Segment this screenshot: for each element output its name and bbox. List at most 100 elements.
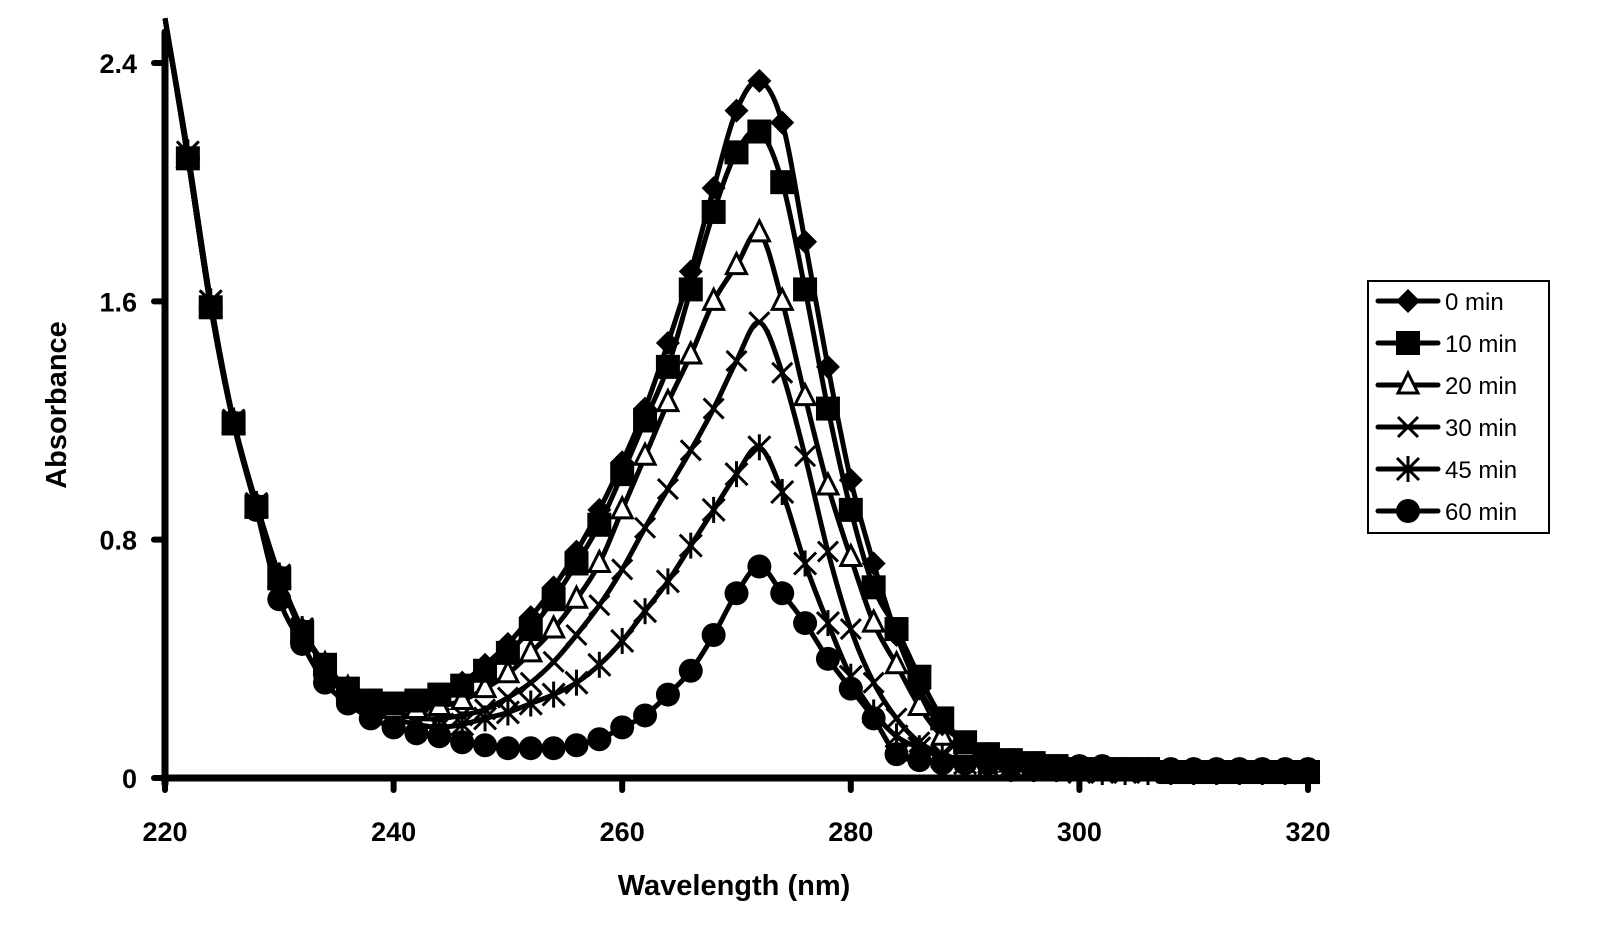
circle-marker-icon: [610, 715, 635, 740]
circle-marker-icon: [564, 733, 589, 758]
star-marker-icon: [655, 568, 680, 595]
triangle-open-marker-icon: [746, 217, 772, 243]
y-tick-label: 2.4: [99, 49, 137, 79]
circle-marker-icon: [1396, 499, 1420, 523]
triangle-open-marker-icon: [564, 583, 589, 609]
legend-item: 30 min: [1375, 415, 1517, 442]
circle-marker-icon: [724, 581, 749, 606]
triangle-open-marker-icon: [724, 250, 749, 276]
star-marker-icon: [564, 669, 589, 696]
diamond-marker-icon: [587, 497, 612, 522]
diamond-marker-icon: [1044, 754, 1069, 779]
y-tick-label: 0.8: [99, 526, 137, 556]
triangle-open-marker-icon: [815, 470, 841, 496]
diamond-marker-icon: [358, 688, 383, 713]
x-ticks: 220 240 260 280 300 320: [142, 775, 1331, 847]
x-marker-icon: [908, 731, 931, 754]
diamond-marker-icon: [518, 605, 543, 630]
star-marker-icon: [632, 598, 658, 625]
x-marker-icon: [862, 671, 885, 694]
triangle-open-marker-icon: [541, 613, 567, 639]
x-marker-icon: [771, 361, 794, 384]
diamond-marker-icon: [975, 742, 1000, 767]
triangle-open-marker-icon: [792, 381, 818, 407]
diamond-marker-icon: [770, 110, 795, 135]
plot-area: [162, 17, 1321, 786]
diamond-marker-icon: [335, 676, 360, 701]
series-30-min: [162, 17, 1320, 784]
diamond-marker-icon: [861, 551, 886, 576]
diamond-marker-icon: [610, 450, 635, 475]
x-tick-label: 240: [371, 817, 416, 847]
x-marker-icon: [565, 623, 588, 647]
y-axis-title: Absorbance: [41, 321, 73, 489]
diamond-marker-icon: [267, 563, 292, 588]
triangle-open-marker-icon: [884, 649, 909, 675]
diamond-marker-icon: [907, 676, 932, 701]
diamond-marker-icon: [244, 491, 269, 516]
x-marker-icon: [542, 650, 565, 673]
triangle-open-marker-icon: [678, 339, 704, 365]
legend-label: 45 min: [1445, 457, 1517, 484]
star-marker-icon: [815, 610, 841, 637]
circle-marker-icon: [793, 611, 818, 636]
circle-marker-icon: [587, 727, 612, 752]
circle-marker-icon: [884, 742, 909, 767]
circle-marker-icon: [495, 736, 520, 761]
legend-label: 60 min: [1445, 499, 1517, 526]
star-marker-icon: [838, 663, 863, 690]
triangle-open-marker-icon: [449, 685, 475, 711]
circle-marker-icon: [473, 733, 498, 758]
star-marker-icon: [678, 532, 703, 559]
triangle-open-marker-icon: [609, 494, 635, 520]
diamond-marker-icon: [930, 712, 955, 737]
star-marker-icon: [610, 627, 635, 654]
triangle-open-marker-icon: [518, 637, 544, 663]
x-tick-label: 220: [142, 817, 187, 847]
diamond-marker-icon: [998, 748, 1023, 773]
circle-marker-icon: [815, 646, 840, 671]
x-axis-title: Wavelength (nm): [618, 870, 851, 902]
triangle-open-marker-icon: [632, 440, 658, 466]
diamond-marker-icon: [838, 468, 863, 493]
diamond-marker-icon: [404, 688, 429, 713]
axes: [161, 28, 1312, 788]
square-marker-icon: [747, 119, 772, 144]
star-marker-icon: [770, 479, 795, 505]
diamond-marker-icon: [221, 408, 246, 433]
x-marker-icon: [588, 594, 611, 617]
star-marker-icon: [793, 550, 818, 577]
legend: 0 min 10 min 20 min 30 min 45 min 60 min: [1367, 280, 1550, 534]
x-tick-label: 320: [1285, 817, 1330, 847]
circle-marker-icon: [701, 623, 726, 647]
circle-marker-icon: [633, 703, 658, 728]
x-marker-icon: [679, 439, 702, 462]
legend-box: [1367, 280, 1550, 534]
x-tick-label: 280: [828, 817, 873, 847]
triangle-open-marker-icon: [838, 542, 864, 568]
star-marker-icon: [1395, 456, 1421, 482]
series-0-min: [162, 17, 1320, 785]
circle-marker-icon: [541, 736, 566, 761]
diamond-marker-icon: [1396, 289, 1420, 313]
y-ticks: 0 0.8 1.6 2.4: [99, 49, 168, 794]
legend-item: 60 min: [1375, 499, 1517, 526]
triangle-open-marker-icon: [495, 658, 521, 684]
legend-label: 10 min: [1445, 331, 1517, 358]
diamond-marker-icon: [1021, 751, 1046, 776]
x-marker-icon: [748, 311, 771, 334]
diamond-marker-icon: [678, 259, 703, 284]
legend-item: 20 min: [1375, 369, 1517, 400]
x-marker-icon: [885, 707, 908, 730]
triangle-open-marker-icon: [586, 548, 612, 573]
square-marker-icon: [1396, 331, 1420, 355]
circle-marker-icon: [678, 658, 703, 683]
x-marker-icon: [1396, 415, 1420, 439]
diamond-marker-icon: [495, 631, 520, 656]
x-marker-icon: [794, 445, 817, 468]
circle-marker-icon: [747, 554, 772, 579]
diamond-marker-icon: [175, 146, 200, 171]
x-marker-icon: [611, 558, 634, 581]
diamond-marker-icon: [701, 176, 726, 201]
